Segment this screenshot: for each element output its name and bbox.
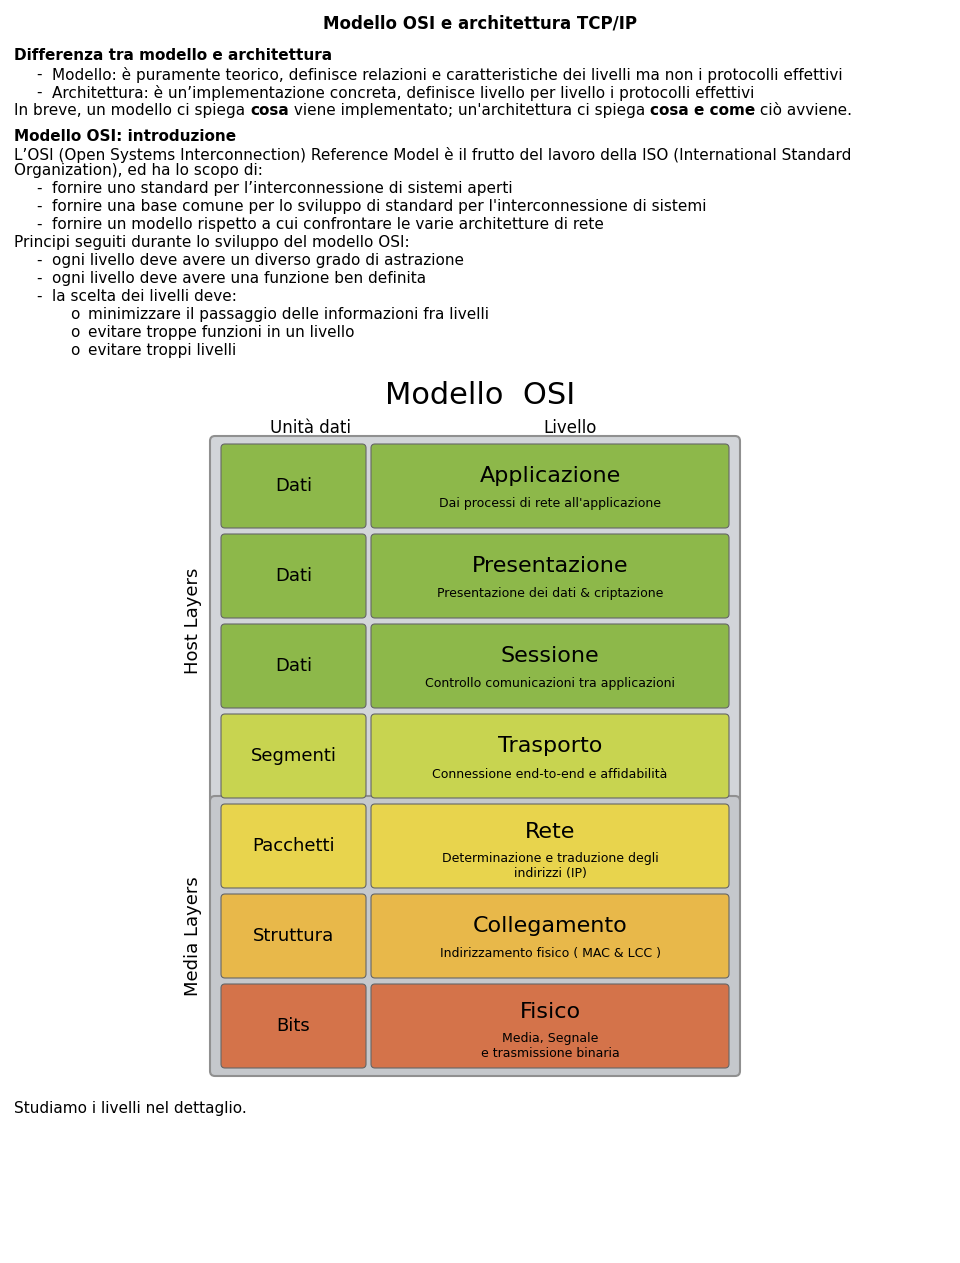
Text: ogni livello deve avere un diverso grado di astrazione: ogni livello deve avere un diverso grado…	[52, 253, 464, 268]
Text: fornire una base comune per lo sviluppo di standard per l'interconnessione di si: fornire una base comune per lo sviluppo …	[52, 200, 707, 213]
Text: Dai processi di rete all'applicazione: Dai processi di rete all'applicazione	[439, 498, 661, 510]
Text: -: -	[36, 85, 41, 100]
Text: evitare troppe funzioni in un livello: evitare troppe funzioni in un livello	[88, 325, 354, 340]
FancyBboxPatch shape	[371, 714, 729, 798]
FancyBboxPatch shape	[210, 436, 740, 806]
Text: evitare troppi livelli: evitare troppi livelli	[88, 344, 236, 357]
Text: Host Layers: Host Layers	[184, 568, 202, 674]
Text: -: -	[36, 253, 41, 268]
Text: Fisico: Fisico	[519, 1002, 581, 1022]
Text: ogni livello deve avere una funzione ben definita: ogni livello deve avere una funzione ben…	[52, 272, 426, 285]
Text: -: -	[36, 272, 41, 285]
Text: Dati: Dati	[275, 657, 312, 674]
FancyBboxPatch shape	[371, 534, 729, 618]
Text: Bits: Bits	[276, 1017, 310, 1034]
FancyBboxPatch shape	[221, 894, 366, 978]
Text: o: o	[70, 344, 80, 357]
FancyBboxPatch shape	[371, 445, 729, 528]
Text: Studiamo i livelli nel dettaglio.: Studiamo i livelli nel dettaglio.	[14, 1101, 247, 1116]
Text: -: -	[36, 200, 41, 213]
Text: Presentazione dei dati & criptazione: Presentazione dei dati & criptazione	[437, 587, 663, 600]
Text: Media, Segnale
e trasmissione binaria: Media, Segnale e trasmissione binaria	[481, 1032, 619, 1060]
Text: -: -	[36, 67, 41, 82]
FancyBboxPatch shape	[221, 445, 366, 528]
FancyBboxPatch shape	[221, 984, 366, 1068]
Text: Livello: Livello	[543, 419, 597, 437]
Text: Principi seguiti durante lo sviluppo del modello OSI:: Principi seguiti durante lo sviluppo del…	[14, 235, 410, 250]
Text: Applicazione: Applicazione	[479, 466, 620, 486]
Text: fornire uno standard per l’interconnessione di sistemi aperti: fornire uno standard per l’interconnessi…	[52, 181, 513, 196]
FancyBboxPatch shape	[221, 805, 366, 888]
Text: -: -	[36, 289, 41, 304]
Text: Indirizzamento fisico ( MAC & LCC ): Indirizzamento fisico ( MAC & LCC )	[440, 947, 660, 960]
Text: Struttura: Struttura	[252, 927, 334, 945]
Text: Dati: Dati	[275, 477, 312, 495]
FancyBboxPatch shape	[371, 894, 729, 978]
Text: Dati: Dati	[275, 567, 312, 585]
Text: -: -	[36, 217, 41, 232]
Text: Architettura: è un’implementazione concreta, definisce livello per livello i pro: Architettura: è un’implementazione concr…	[52, 85, 755, 101]
Text: L’OSI (Open Systems Interconnection) Reference Model è il frutto del lavoro dell: L’OSI (Open Systems Interconnection) Ref…	[14, 147, 852, 163]
FancyBboxPatch shape	[221, 714, 366, 798]
Text: -: -	[36, 181, 41, 196]
Text: Trasporto: Trasporto	[498, 736, 602, 757]
Text: Presentazione: Presentazione	[471, 556, 628, 576]
Text: o: o	[70, 307, 80, 322]
FancyBboxPatch shape	[371, 805, 729, 888]
Text: viene implementato; un'architettura ci spiega: viene implementato; un'architettura ci s…	[289, 104, 650, 117]
FancyBboxPatch shape	[210, 796, 740, 1076]
Text: Modello: è puramente teorico, definisce relazioni e caratteristiche dei livelli : Modello: è puramente teorico, definisce …	[52, 67, 843, 83]
FancyBboxPatch shape	[221, 534, 366, 618]
Text: o: o	[70, 325, 80, 340]
Text: Determinazione e traduzione degli
indirizzi (IP): Determinazione e traduzione degli indiri…	[442, 853, 659, 880]
Text: Connessione end-to-end e affidabilità: Connessione end-to-end e affidabilità	[432, 768, 668, 781]
Text: In breve, un modello ci spiega: In breve, un modello ci spiega	[14, 104, 250, 117]
Text: ciò avviene.: ciò avviene.	[756, 104, 852, 117]
Text: Collegamento: Collegamento	[472, 916, 628, 936]
Text: Modello OSI: introduzione: Modello OSI: introduzione	[14, 129, 236, 144]
Text: Media Layers: Media Layers	[184, 877, 202, 995]
Text: minimizzare il passaggio delle informazioni fra livelli: minimizzare il passaggio delle informazi…	[88, 307, 489, 322]
Text: Organization), ed ha lo scopo di:: Organization), ed ha lo scopo di:	[14, 163, 263, 178]
Text: Pacchetti: Pacchetti	[252, 837, 335, 855]
Text: la scelta dei livelli deve:: la scelta dei livelli deve:	[52, 289, 237, 304]
Text: Modello  OSI: Modello OSI	[385, 381, 575, 410]
FancyBboxPatch shape	[371, 624, 729, 709]
Text: Controllo comunicazioni tra applicazioni: Controllo comunicazioni tra applicazioni	[425, 677, 675, 691]
Text: cosa e come: cosa e come	[650, 104, 756, 117]
Text: Unità dati: Unità dati	[270, 419, 350, 437]
Text: Modello OSI e architettura TCP/IP: Modello OSI e architettura TCP/IP	[323, 15, 637, 33]
FancyBboxPatch shape	[371, 984, 729, 1068]
Text: cosa: cosa	[250, 104, 289, 117]
Text: Differenza tra modello e architettura: Differenza tra modello e architettura	[14, 48, 332, 63]
Text: fornire un modello rispetto a cui confrontare le varie architetture di rete: fornire un modello rispetto a cui confro…	[52, 217, 604, 232]
FancyBboxPatch shape	[221, 624, 366, 709]
Text: Sessione: Sessione	[501, 645, 599, 666]
Text: Segmenti: Segmenti	[251, 746, 337, 765]
Text: Rete: Rete	[525, 822, 575, 842]
